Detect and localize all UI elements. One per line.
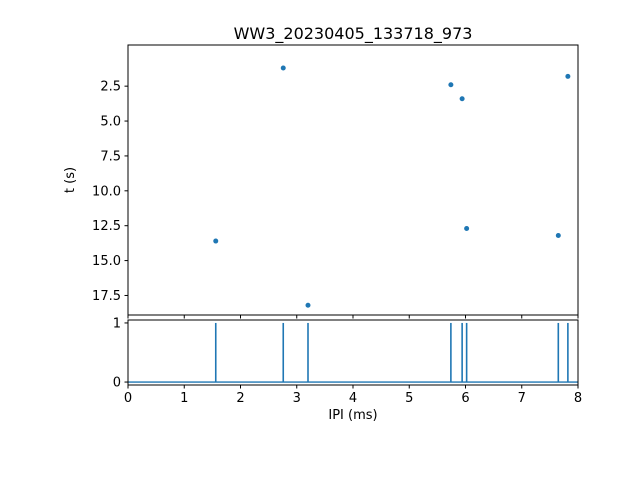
y-axis-label: t (s) [63, 167, 78, 193]
chart-title: WW3_20230405_133718_973 [234, 24, 473, 44]
y-tick-label: 15.0 [92, 254, 121, 269]
y-tick-label: 17.5 [92, 289, 121, 304]
scatter-point [565, 73, 571, 79]
y-tick-label: 10.0 [92, 184, 121, 199]
scatter-point [459, 96, 465, 102]
x-tick-label: 7 [518, 391, 526, 406]
y-tick-label: 2.5 [100, 80, 121, 95]
stem-subplot: 0 1 2 3 4 5 6 7 8 0 1 [113, 316, 582, 406]
x-tick-label: 5 [405, 391, 413, 406]
y-tick-label: 7.5 [100, 149, 121, 164]
x-axis-label: IPI (ms) [328, 408, 377, 423]
x-tick-label: 2 [236, 391, 244, 406]
x-tick-label: 3 [293, 391, 301, 406]
x-tick-label: 6 [461, 391, 469, 406]
scatter-point [280, 65, 286, 71]
scatter-point [464, 225, 470, 231]
x-tick-label: 4 [349, 391, 357, 406]
y-tick-label: 5.0 [100, 115, 121, 130]
y-tick-label: 1 [113, 316, 121, 331]
x-tick-label: 1 [180, 391, 188, 406]
scatter-point [448, 82, 454, 88]
scatter-point [213, 238, 219, 244]
y-tick-label: 0 [113, 376, 121, 391]
x-tick-label: 0 [124, 391, 132, 406]
scatter-point [305, 302, 311, 308]
x-tick-label: 8 [574, 391, 582, 406]
scatter-subplot: 2.5 5.0 7.5 10.0 12.5 15.0 17.5 [92, 44, 579, 319]
scatter-point [555, 232, 561, 238]
y-tick-label: 12.5 [92, 219, 121, 234]
